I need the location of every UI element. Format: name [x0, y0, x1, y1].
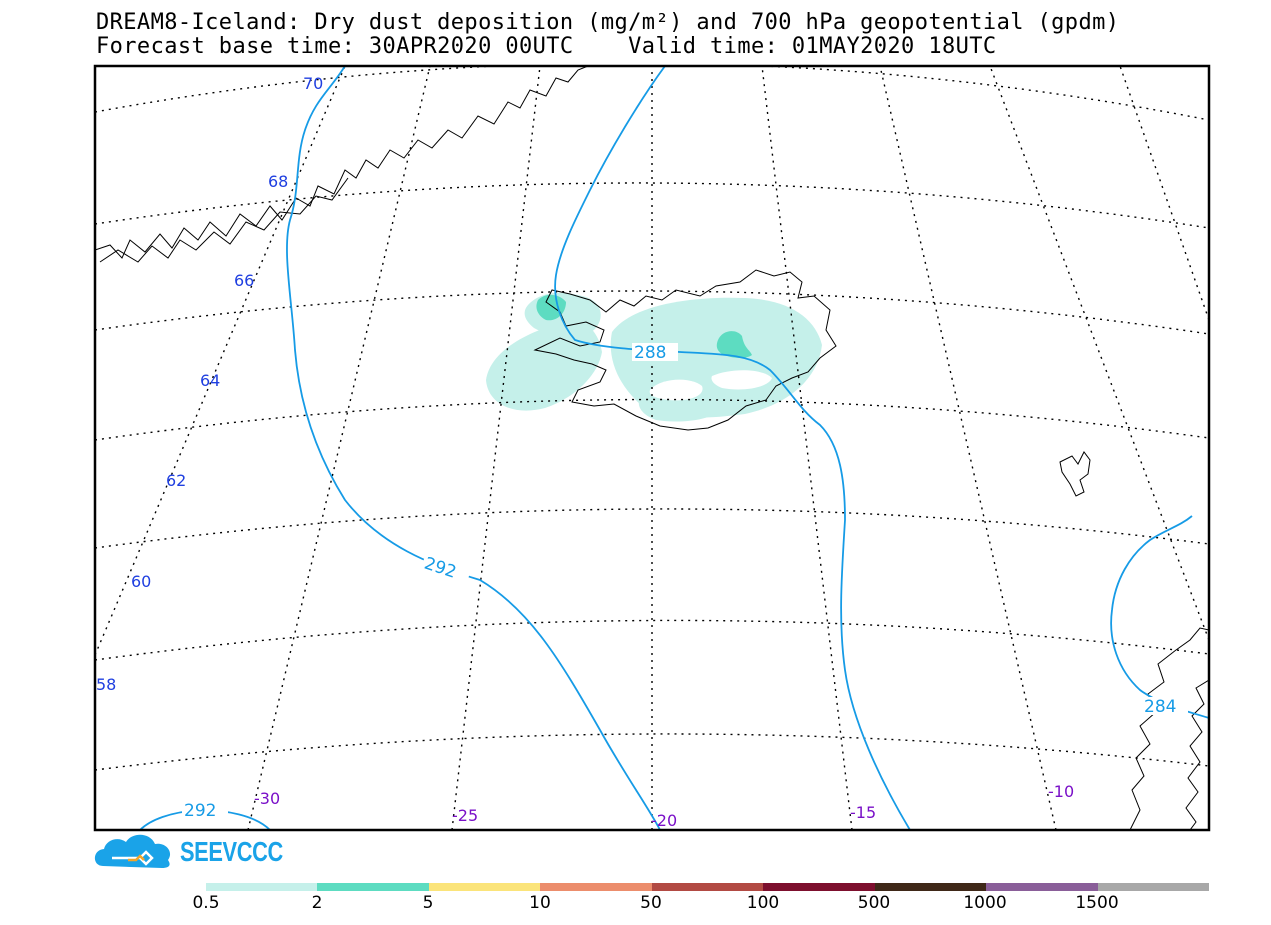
dust-area-west: [486, 321, 602, 411]
colorbar-tick-8: 1500: [1075, 893, 1119, 913]
greenland-coast-inner: [99, 177, 349, 263]
dust-clear-patch: [649, 379, 703, 401]
dust-area-level2-central: [716, 331, 752, 358]
longitude-line-05: [989, 66, 1209, 641]
longitude-label-25: -25: [452, 806, 478, 825]
isohypse-label-284: 284: [1144, 697, 1176, 717]
isohypse-292sw-label-bg: [182, 801, 228, 819]
colorbar: [206, 883, 1209, 891]
isohypse-288-label-bg: [632, 343, 678, 361]
graticule: [95, 66, 1209, 830]
iceland-coast: [533, 269, 837, 431]
longitude-label-10: -10: [1048, 782, 1074, 801]
faroe-islands-coast: [1059, 451, 1091, 497]
colorbar-segment-6: [763, 883, 875, 891]
cloud-logo-icon: [94, 834, 171, 868]
isohypse-292-label-bg: [420, 553, 472, 585]
latitude-label-60: 60: [131, 572, 151, 591]
latitude-line-68: [95, 182, 1209, 229]
latitude-label-66: 66: [234, 271, 254, 290]
colorbar-segment-2: [317, 883, 429, 891]
latitude-label-70: 70: [303, 74, 323, 93]
longitude-line-35: [95, 66, 346, 656]
longitude-line-10: [879, 66, 1057, 830]
longitude-line-25: [451, 66, 541, 830]
isohypse-284: [1110, 515, 1209, 719]
colorbar-tick-7: 1000: [963, 893, 1007, 913]
latitude-label-64: 64: [200, 371, 220, 390]
isohypse-288: [554, 66, 911, 830]
longitude-line-15: [761, 66, 853, 830]
colorbar-tick-2: 5: [422, 893, 434, 913]
colorbar-segment-9: [1097, 883, 1209, 891]
isohypse-label-292-sw: 292: [184, 801, 216, 821]
latitude-label-68: 68: [268, 172, 288, 191]
greenland-coast: [95, 66, 589, 259]
colorbar-segment-3: [428, 883, 541, 891]
latitude-line-64: [95, 398, 1209, 441]
longitude-line-00: [1119, 66, 1209, 321]
longitude-line-30: [247, 66, 431, 830]
colorbar-segment-4: [540, 883, 652, 891]
latitude-label-58: 58: [96, 675, 116, 694]
coastlines: [95, 66, 1209, 830]
colorbar-tick-3: 10: [529, 893, 551, 913]
colorbar-segment-8: [986, 883, 1098, 891]
dust-area-level2-westfjords: [536, 294, 566, 321]
isohypse-label-292: 292: [422, 554, 459, 583]
isohypse-label-288: 288: [634, 343, 666, 363]
isohypse-292-west: [286, 66, 661, 830]
scotland-coast: [1129, 627, 1209, 830]
colorbar-tick-0: 0.5: [192, 893, 220, 913]
colorbar-tick-5: 100: [746, 893, 780, 913]
colorbar-tick-1: 2: [311, 893, 323, 913]
longitude-label-30: -30: [254, 789, 280, 808]
logo-text: SEEVCCC: [180, 836, 283, 867]
map-frame: [93, 64, 1211, 832]
isohypse-284-label-bg: [1142, 697, 1188, 715]
colorbar-segment-7: [874, 883, 987, 891]
colorbar-tick-4: 50: [640, 893, 662, 913]
longitude-label-20: -20: [651, 811, 677, 830]
latitude-label-62: 62: [166, 471, 186, 490]
chart-title-line2: Forecast base time: 30APR2020 00UTC Vali…: [96, 34, 997, 59]
colorbar-segment-5: [651, 883, 764, 891]
dust-deposition-areas: [486, 292, 822, 422]
geopotential-isohypses: [139, 66, 1209, 830]
colorbar-segment-1: [206, 883, 318, 891]
colorbar-tick-6: 500: [857, 893, 891, 913]
latitude-line-66: [95, 290, 1209, 335]
dust-clear-patch2: [711, 370, 772, 390]
longitude-label-15: -15: [850, 803, 876, 822]
scotland-coast-east: [1185, 679, 1209, 830]
chart-title-line1: DREAM8-Iceland: Dry dust deposition (mg/…: [96, 10, 1120, 35]
dust-area-south: [638, 395, 720, 422]
latitude-line-70: [95, 66, 1209, 121]
